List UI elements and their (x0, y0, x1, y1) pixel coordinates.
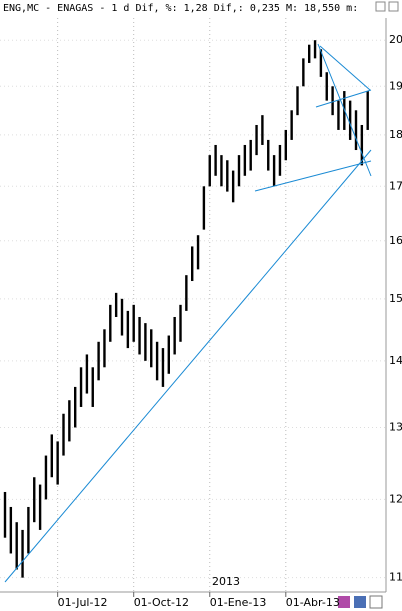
price-bar (103, 329, 106, 368)
price-bar (214, 144, 217, 176)
price-bar (167, 335, 170, 374)
price-bar (313, 40, 317, 59)
price-bar (97, 341, 100, 381)
trend-line (4, 149, 372, 583)
price-bar (91, 367, 94, 407)
y-tick-label: 17 (389, 179, 402, 192)
price-bar (255, 124, 258, 156)
price-bar (202, 186, 206, 230)
price-bar (208, 155, 211, 187)
price-bar (267, 139, 270, 171)
x-tick-label: 01-Jul-12 (58, 596, 108, 609)
price-bar (109, 304, 112, 342)
y-tick-label: 16 (389, 234, 402, 247)
save-icon[interactable] (354, 596, 366, 608)
price-bar (179, 304, 182, 342)
pin-icon[interactable] (369, 595, 383, 609)
trend-line (317, 43, 372, 177)
minimize-button[interactable] (375, 1, 386, 12)
price-bar (261, 115, 264, 145)
trend-line (254, 160, 372, 192)
price-bar (237, 155, 241, 187)
y-tick-label: 12 (389, 492, 402, 505)
price-bar (290, 110, 293, 140)
price-bar (331, 86, 334, 116)
price-bar (85, 354, 89, 394)
x-tick-label: 01-Oct-12 (134, 596, 189, 609)
price-bar (68, 400, 71, 442)
price-bar (325, 72, 328, 101)
price-bar (62, 413, 65, 456)
price-bar (284, 129, 287, 161)
y-tick-label: 20 (389, 33, 402, 46)
price-bar (138, 316, 141, 355)
tool-icon[interactable] (338, 596, 350, 608)
price-bar (226, 160, 229, 192)
price-bar (185, 275, 188, 311)
price-bar (249, 139, 252, 171)
price-bar (302, 58, 305, 87)
price-bar (21, 529, 24, 578)
price-bar (196, 235, 200, 270)
price-bar (354, 110, 358, 151)
year-label: 2013 (212, 575, 240, 588)
price-bar (50, 434, 53, 478)
price-bar (126, 310, 130, 349)
price-bar (79, 367, 83, 407)
y-tick-label: 19 (389, 79, 402, 92)
price-bar (231, 170, 235, 203)
price-bar (191, 246, 194, 282)
price-bar (155, 341, 159, 381)
price-bar (296, 86, 299, 116)
price-bar (366, 91, 369, 130)
price-bar (278, 144, 282, 176)
trend-line (315, 89, 372, 108)
price-bar (9, 506, 13, 554)
price-bar (15, 522, 18, 570)
chart-title: ENG,MC - ENAGAS - 1 d Dif, %: 1,28 Dif,:… (3, 3, 358, 14)
price-bar (161, 348, 165, 387)
price-bar (56, 441, 59, 485)
price-bar (337, 100, 340, 130)
price-bar (319, 49, 323, 77)
price-bar (33, 477, 36, 523)
y-tick-label: 14 (389, 354, 402, 367)
price-bar (243, 144, 247, 176)
trend-line (319, 45, 371, 91)
x-tick-label: 01-Ene-13 (210, 596, 267, 609)
price-bar (27, 506, 30, 554)
y-tick-label: 18 (389, 128, 402, 141)
price-bar (150, 329, 153, 368)
price-bar (144, 323, 147, 361)
price-bar (360, 124, 364, 166)
price-bar (220, 155, 223, 187)
price-bar (120, 298, 124, 336)
price-bar (3, 491, 7, 538)
close-button[interactable] (388, 1, 399, 12)
price-bar (272, 155, 276, 187)
price-bar (44, 455, 48, 500)
x-tick-label: 01-Abr-13 (286, 596, 340, 609)
y-tick-label: 15 (389, 292, 402, 305)
price-bar (348, 100, 352, 140)
price-bar (132, 304, 135, 342)
trend-lines (4, 43, 372, 583)
y-tick-label: 13 (389, 420, 402, 433)
price-bar (173, 316, 176, 355)
price-bar (308, 44, 311, 63)
price-bar (38, 484, 42, 530)
y-tick-label: 11 (389, 571, 402, 584)
price-bar (114, 292, 118, 317)
price-bar (74, 386, 77, 428)
marks (3, 40, 369, 578)
